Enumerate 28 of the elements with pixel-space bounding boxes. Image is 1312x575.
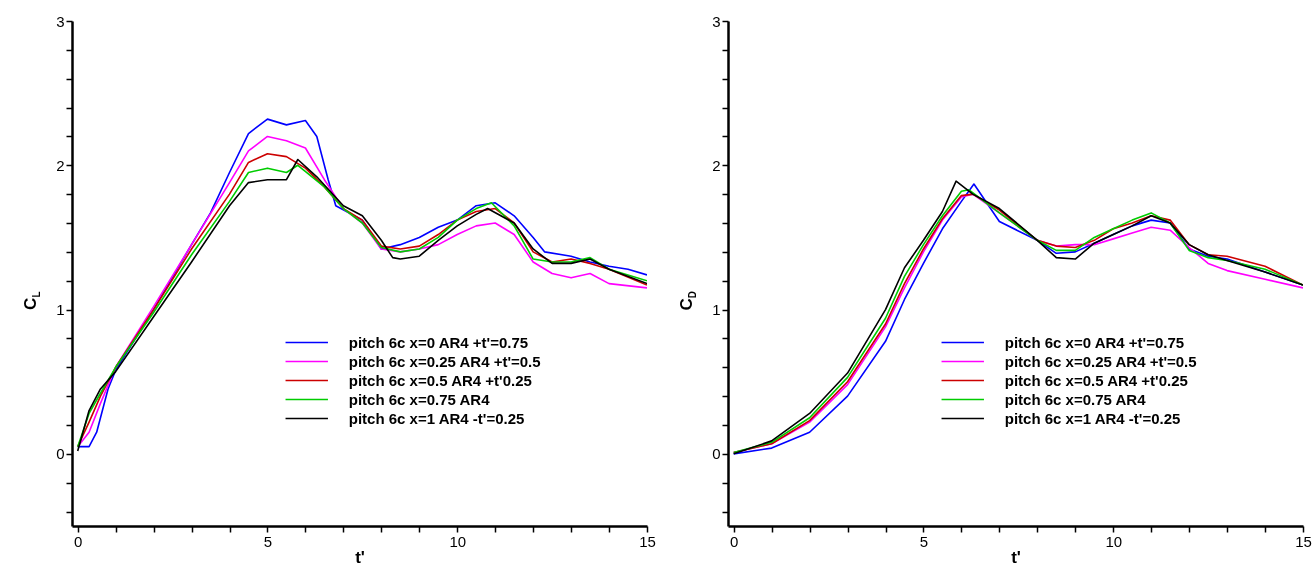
y-tick-label: 3 <box>712 12 721 30</box>
legend-label: pitch 6c x=0.75 AR4 <box>348 390 491 408</box>
legend-label: pitch 6c x=1 AR4 -t'=0.25 <box>348 409 525 427</box>
y-tick-label: 2 <box>56 156 65 174</box>
x-tick-label: 15 <box>1295 532 1312 550</box>
legend-label: pitch 6c x=0.5 AR4 +t'0.25 <box>348 371 532 389</box>
y-tick-label: 0 <box>712 445 721 463</box>
legend-label: pitch 6c x=0.25 AR4 +t'=0.5 <box>1004 352 1197 370</box>
x-tick-label: 5 <box>919 532 929 550</box>
y-tick-label: 0 <box>56 445 65 463</box>
legend-label: pitch 6c x=0 AR4 +t'=0.75 <box>1004 333 1185 351</box>
x-axis-title: t' <box>355 547 365 567</box>
x-tick-label: 0 <box>74 532 83 550</box>
legend-label: pitch 6c x=0 AR4 +t'=0.75 <box>348 333 529 351</box>
legend-label: pitch 6c x=0.75 AR4 <box>1004 390 1147 408</box>
legend-label: pitch 6c x=0.5 AR4 +t'0.25 <box>1004 371 1188 389</box>
y-tick-label: 2 <box>712 156 721 174</box>
legend-label: pitch 6c x=0.25 AR4 +t'=0.5 <box>348 352 541 370</box>
y-tick-label: 1 <box>56 301 65 319</box>
x-tick-label: 10 <box>449 532 467 550</box>
y-tick-label: 3 <box>56 12 65 30</box>
x-axis-title: t' <box>1011 547 1021 567</box>
x-tick-label: 0 <box>730 532 739 550</box>
legend-label: pitch 6c x=1 AR4 -t'=0.25 <box>1004 409 1181 427</box>
x-tick-label: 10 <box>1105 532 1123 550</box>
x-tick-label: 15 <box>639 532 656 550</box>
x-tick-label: 5 <box>263 532 273 550</box>
y-tick-label: 1 <box>712 301 721 319</box>
